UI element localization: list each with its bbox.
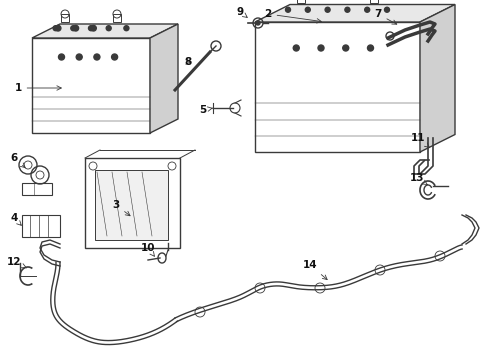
Bar	[85, 158, 180, 248]
Polygon shape	[150, 24, 178, 133]
Text: 13: 13	[410, 173, 427, 185]
Text: 10: 10	[141, 243, 155, 256]
Bar	[255, 22, 420, 152]
Text: 14: 14	[303, 260, 327, 280]
Circle shape	[365, 7, 369, 12]
Circle shape	[318, 45, 324, 51]
Circle shape	[55, 26, 61, 31]
Text: 8: 8	[184, 57, 192, 67]
Bar	[113, 14, 121, 22]
Text: 11: 11	[411, 133, 430, 148]
Circle shape	[71, 26, 76, 31]
Text: 7: 7	[374, 9, 397, 24]
Bar	[22, 183, 52, 195]
Circle shape	[293, 45, 299, 51]
Bar	[95, 170, 168, 240]
Circle shape	[112, 54, 118, 60]
Polygon shape	[32, 24, 178, 38]
Text: 6: 6	[10, 153, 25, 168]
Text: 1: 1	[14, 83, 61, 93]
Circle shape	[124, 26, 129, 31]
Bar	[22, 215, 60, 237]
Text: 3: 3	[112, 200, 130, 216]
Text: 5: 5	[199, 105, 212, 115]
Polygon shape	[420, 4, 455, 152]
Text: 2: 2	[265, 9, 321, 23]
Text: 9: 9	[237, 7, 247, 17]
Circle shape	[343, 45, 349, 51]
Bar	[32, 38, 150, 133]
Circle shape	[256, 21, 260, 25]
Polygon shape	[255, 4, 455, 22]
Bar	[370, 0, 378, 3]
Circle shape	[305, 7, 310, 12]
Bar	[61, 14, 69, 22]
Circle shape	[94, 54, 100, 60]
Circle shape	[73, 26, 78, 31]
Circle shape	[106, 26, 111, 31]
Circle shape	[325, 7, 330, 12]
Circle shape	[53, 26, 58, 31]
Text: 12: 12	[7, 257, 26, 268]
Circle shape	[76, 54, 82, 60]
Circle shape	[345, 7, 350, 12]
Circle shape	[58, 54, 65, 60]
Bar	[297, 0, 305, 3]
Circle shape	[91, 26, 97, 31]
Circle shape	[385, 7, 390, 12]
Circle shape	[89, 26, 94, 31]
Circle shape	[368, 45, 373, 51]
Text: 4: 4	[10, 213, 22, 225]
Circle shape	[286, 7, 291, 12]
